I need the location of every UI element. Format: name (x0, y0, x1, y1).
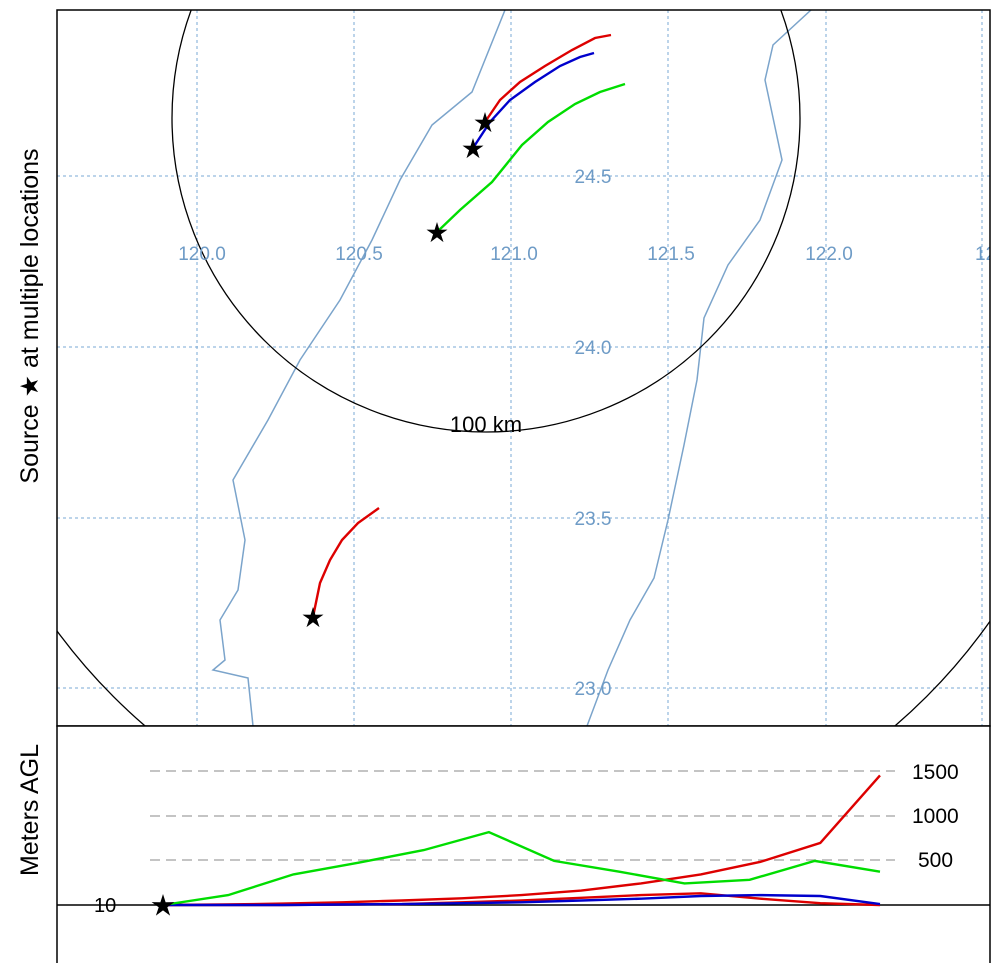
star-symbol: ★ (16, 374, 44, 398)
height-series (162, 774, 881, 907)
lon-tick-label: 122.0 (805, 244, 853, 265)
height-series-blue-2 (163, 893, 881, 907)
lon-tick-label: 120.5 (335, 244, 383, 265)
source-star-1 (474, 112, 496, 133)
source-level-label: 10 (94, 895, 116, 917)
level-label-1000: 1000 (912, 805, 959, 828)
level-label-1500: 1500 (912, 761, 959, 784)
height-level-lines (150, 770, 895, 861)
source-star-2 (462, 138, 484, 159)
trajectory-red-south (311, 507, 380, 618)
lon-tick-label: 121.5 (647, 244, 695, 265)
lat-tick-label: 23.5 (575, 509, 612, 530)
lat-tick-labels: 24.5 24.0 23.5 23.0 (575, 167, 612, 700)
height-frame (56, 725, 991, 963)
lon-tick-labels: 120.0 120.5 121.0 121.5 122.0 122 (178, 244, 992, 265)
lon-tick-label: 121.0 (490, 244, 538, 265)
source-markers (302, 112, 496, 628)
lat-tick-label: 24.5 (575, 167, 612, 188)
level-label-500: 500 (918, 849, 953, 872)
coastline-west (211, 10, 506, 726)
trajectory-green (436, 82, 626, 233)
map-panel: 120.0 120.5 121.0 121.5 122.0 122 24.5 2… (56, 9, 992, 727)
lat-tick-label: 24.0 (575, 338, 612, 359)
source-star-4 (302, 607, 324, 628)
height-series-red-0 (162, 774, 881, 907)
height-source-star (151, 894, 175, 916)
coastline-east (586, 10, 812, 726)
map-ylabel-prefix: Source (16, 404, 44, 484)
source-star-3 (426, 222, 448, 243)
height-panel: 1500 1000 500 10 (56, 725, 991, 963)
trajectory-red-north (484, 33, 612, 123)
height-ylabel: Meters AGL (16, 744, 44, 876)
lat-tick-label: 23.0 (575, 679, 612, 700)
range-ring-100km (171, 10, 801, 433)
height-series-green-3 (162, 830, 881, 907)
lon-gridlines (196, 10, 983, 726)
lon-tick-label: 122 (975, 244, 992, 265)
map-ylabel: Source ★ at multiple locations (15, 96, 45, 536)
range-ring-label: 100 km (450, 412, 522, 437)
map-ylabel-suffix: at multiple locations (16, 148, 44, 369)
lon-tick-label: 120.0 (178, 244, 226, 265)
height-level-labels: 1500 1000 500 (912, 761, 959, 872)
